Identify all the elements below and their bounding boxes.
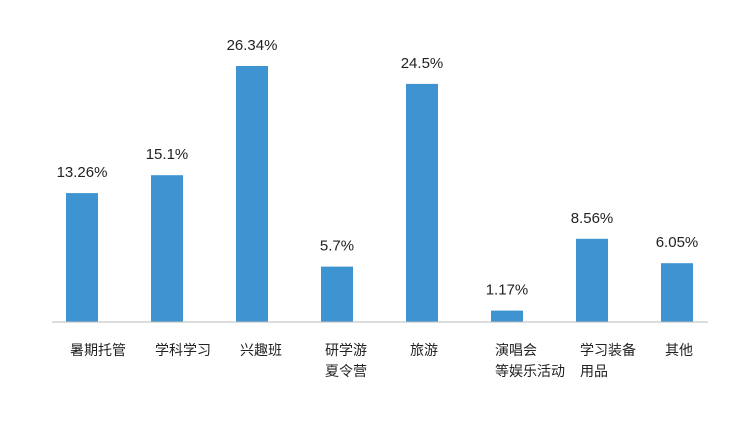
category-label-3-line-0: 研学游 [325, 343, 367, 359]
value-label-3: 5.7% [320, 238, 354, 255]
value-label-0: 13.26% [57, 164, 108, 181]
category-label-2: 兴趣班 [240, 343, 282, 359]
category-label-4: 旅游 [410, 343, 438, 359]
bar-1 [151, 175, 183, 322]
value-label-4: 24.5% [401, 55, 444, 72]
value-label-1: 15.1% [146, 146, 189, 163]
bar-6 [576, 238, 608, 322]
category-label-2-line-0: 兴趣班 [240, 343, 282, 359]
category-label-0: 暑期托管 [70, 343, 126, 359]
bar-3 [321, 266, 353, 322]
category-label-1: 学科学习 [155, 343, 211, 359]
bar-0 [66, 193, 98, 322]
category-label-7-line-0: 其他 [665, 343, 693, 359]
value-label-2: 26.34% [227, 37, 278, 54]
category-label-5-line-0: 演唱会 [495, 343, 537, 359]
category-label-3: 研学游夏令营 [325, 343, 367, 380]
category-label-3-line-1: 夏令营 [325, 364, 367, 380]
value-label-6: 8.56% [571, 210, 614, 227]
value-label-7: 6.05% [656, 234, 699, 251]
value-label-5: 1.17% [486, 282, 529, 299]
bar-4 [406, 83, 438, 323]
bar-2 [236, 66, 268, 322]
category-label-5: 演唱会等娱乐活动 [495, 343, 565, 380]
bar-5 [491, 310, 523, 322]
category-label-7: 其他 [665, 343, 693, 359]
category-label-0-line-0: 暑期托管 [70, 343, 126, 359]
category-label-6-line-1: 用品 [580, 364, 608, 380]
category-label-1-line-0: 学科学习 [155, 343, 211, 359]
category-label-6: 学习装备用品 [580, 342, 636, 380]
category-label-5-line-1: 等娱乐活动 [495, 363, 565, 380]
bar-7 [661, 263, 693, 322]
category-label-4-line-0: 旅游 [410, 343, 438, 359]
category-label-6-line-0: 学习装备 [580, 342, 636, 359]
value-labels-group: 13.26% 15.1% 26.34% 5.7% 24.5% 1.17% 8.56% 6.05… [57, 37, 699, 299]
bars-group [66, 66, 693, 323]
